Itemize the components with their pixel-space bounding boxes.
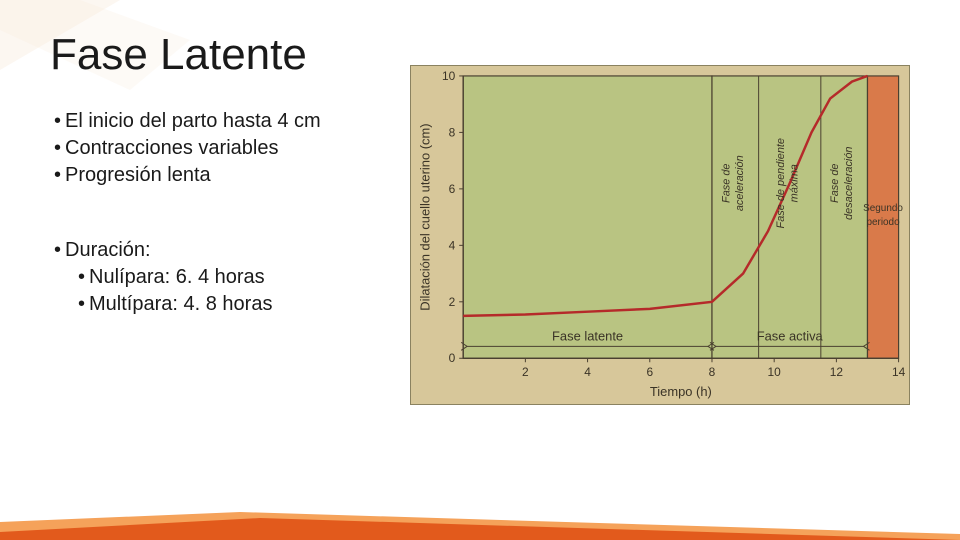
svg-text:Fase de: Fase de	[829, 163, 841, 202]
svg-text:Fase latente: Fase latente	[552, 328, 623, 343]
bullet-list: El inicio del parto hasta 4 cm Contracci…	[50, 108, 410, 318]
svg-text:periodo: periodo	[866, 217, 900, 228]
svg-text:Tiempo (h): Tiempo (h)	[650, 384, 712, 399]
svg-text:8: 8	[449, 125, 456, 139]
svg-text:14: 14	[892, 365, 906, 379]
slide-title: Fase Latente	[50, 30, 410, 80]
chart-column: 0 2 4 6 8 10 2 4 6 8 10 12 14 Dilatación del cuello u…	[410, 30, 910, 540]
bullet-item: Multípara: 4. 8 horas	[50, 291, 410, 318]
svg-text:desaceleración: desaceleración	[843, 146, 855, 219]
bullet-group-1: El inicio del parto hasta 4 cm Contracci…	[50, 108, 410, 189]
svg-text:Dilatación del cuello uterino: Dilatación del cuello uterino (cm)	[417, 123, 432, 310]
svg-text:4: 4	[449, 238, 456, 252]
footer-accent	[0, 512, 960, 540]
bullet-item: Progresión lenta	[50, 162, 410, 189]
text-column: Fase Latente El inicio del parto hasta 4…	[50, 30, 410, 540]
svg-text:6: 6	[449, 182, 456, 196]
svg-text:Fase de: Fase de	[720, 163, 732, 202]
slide-content: Fase Latente El inicio del parto hasta 4…	[0, 0, 960, 540]
svg-text:máxima: máxima	[789, 164, 801, 202]
bullet-item: El inicio del parto hasta 4 cm	[50, 108, 410, 135]
svg-text:8: 8	[709, 365, 716, 379]
svg-text:10: 10	[768, 365, 782, 379]
labor-phases-chart: 0 2 4 6 8 10 2 4 6 8 10 12 14 Dilatación del cuello u…	[410, 65, 910, 410]
svg-text:Fase activa: Fase activa	[757, 328, 824, 343]
svg-text:aceleración: aceleración	[734, 155, 746, 211]
svg-text:4: 4	[584, 365, 591, 379]
bullet-item: Nulípara: 6. 4 horas	[50, 264, 410, 291]
bullet-item: Duración:	[50, 237, 410, 264]
svg-text:2: 2	[522, 365, 529, 379]
svg-text:10: 10	[442, 69, 456, 83]
svg-text:12: 12	[830, 365, 844, 379]
svg-text:Fase de pendiente: Fase de pendiente	[775, 138, 787, 228]
svg-text:0: 0	[449, 351, 456, 365]
svg-text:2: 2	[449, 295, 456, 309]
svg-text:Segundo: Segundo	[863, 203, 903, 214]
bullet-item: Contracciones variables	[50, 135, 410, 162]
bullet-group-2: Duración: Nulípara: 6. 4 horas Multípara…	[50, 237, 410, 318]
svg-text:6: 6	[646, 365, 653, 379]
